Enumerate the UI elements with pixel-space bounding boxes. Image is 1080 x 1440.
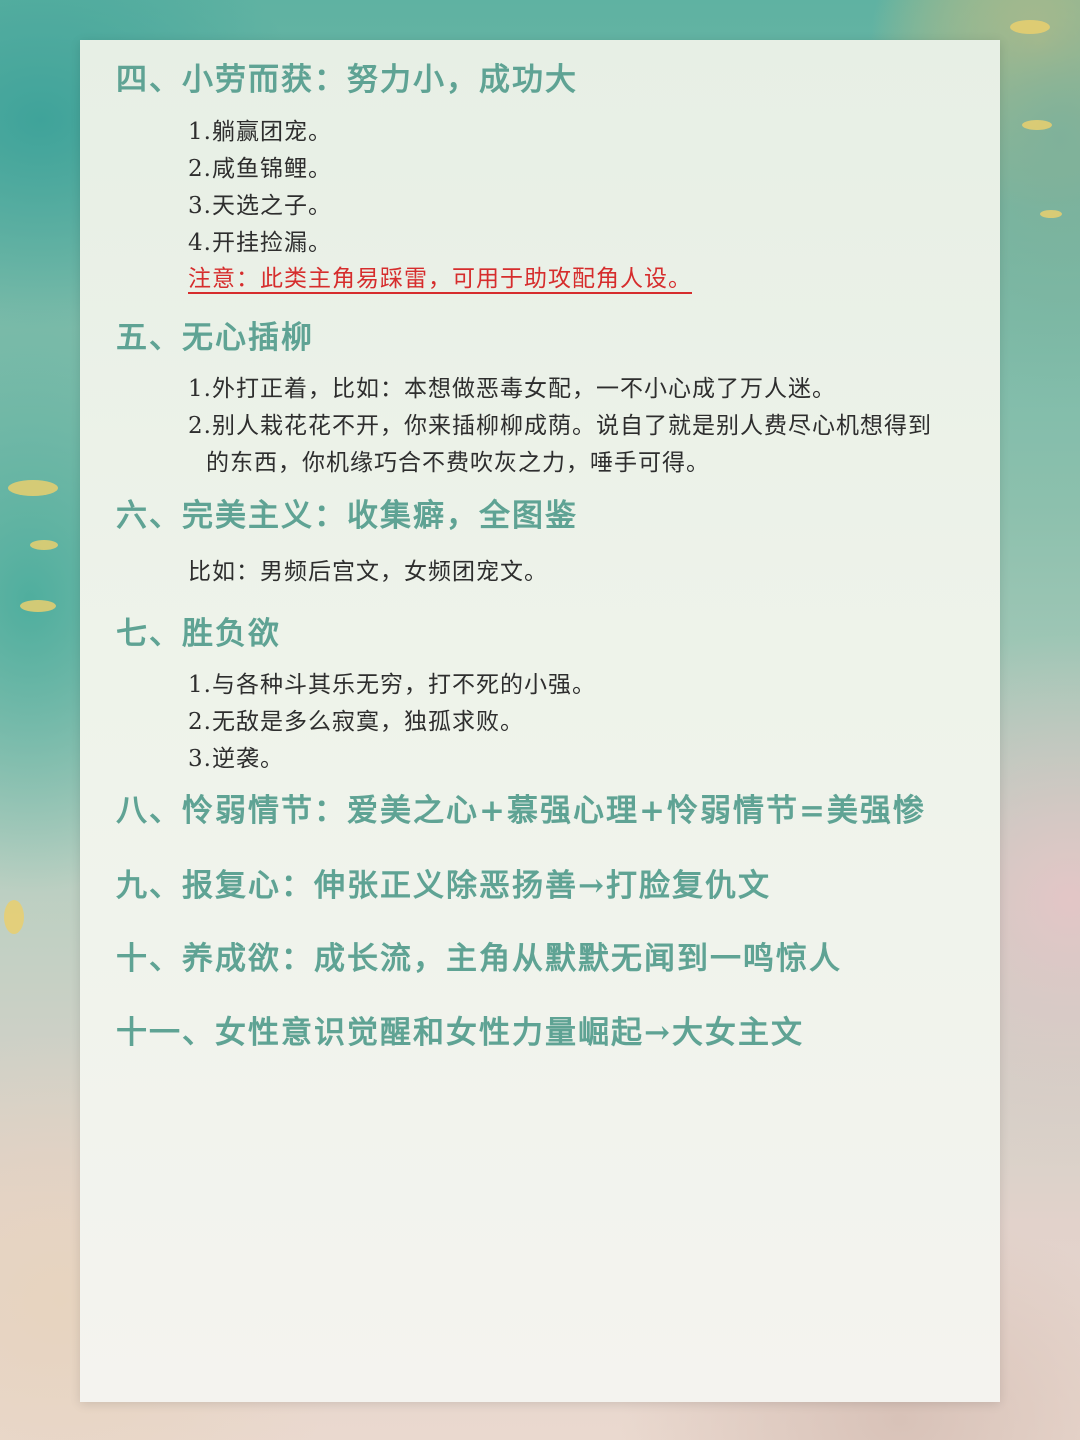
section-5-item-1: 1.外打正着，比如：本想做恶毒女配，一不小心成了万人迷。 — [188, 376, 836, 402]
section-9-heading: 九、报复心：伸张正义除恶扬善→打脸复仇文 — [116, 868, 771, 904]
section-7-heading: 七、胜负欲 — [116, 616, 281, 652]
gold-fleck-decoration — [20, 600, 56, 612]
section-5-item-2: 2.别人栽花花不开，你来插柳柳成荫。说自了就是别人费尽心机想得到 — [188, 413, 932, 439]
section-11-heading: 十一、女性意识觉醒和女性力量崛起→大女主文 — [116, 1015, 804, 1051]
section-4-item-3: 3.天选之子。 — [188, 193, 332, 219]
section-6-heading: 六、完美主义：收集癖，全图鉴 — [116, 498, 578, 534]
paper-sheet: 四、小劳而获：努力小，成功大 1.躺赢团宠。 2.咸鱼锦鲤。 3.天选之子。 4… — [80, 40, 1000, 1402]
section-7-item-3: 3.逆袭。 — [188, 746, 284, 772]
gold-fleck-decoration — [8, 480, 58, 496]
section-4-item-2: 2.咸鱼锦鲤。 — [188, 156, 332, 182]
section-4-note: 注意：此类主角易踩雷，可用于助攻配角人设。 — [188, 266, 692, 292]
gold-fleck-decoration — [1040, 210, 1062, 218]
gold-fleck-decoration — [1010, 20, 1050, 34]
section-5-item-2-continued: 的东西，你机缘巧合不费吹灰之力，唾手可得。 — [206, 450, 710, 476]
section-7-item-1: 1.与各种斗其乐无穷，打不死的小强。 — [188, 672, 596, 698]
gold-fleck-decoration — [30, 540, 58, 550]
gold-fleck-decoration — [4, 900, 24, 934]
section-10-heading: 十、养成欲：成长流，主角从默默无闻到一鸣惊人 — [116, 941, 842, 977]
section-4-heading: 四、小劳而获：努力小，成功大 — [116, 62, 578, 98]
section-6-item-1: 比如：男频后宫文，女频团宠文。 — [188, 559, 548, 585]
section-4-item-4: 4.开挂捡漏。 — [188, 230, 332, 256]
section-7-item-2: 2.无敌是多么寂寞，独孤求败。 — [188, 709, 524, 735]
section-4-item-1: 1.躺赢团宠。 — [188, 119, 332, 145]
section-5-heading: 五、无心插柳 — [116, 320, 314, 356]
section-8-heading: 八、怜弱情节：爱美之心+慕强心理+怜弱情节=美强惨 — [116, 793, 926, 829]
gold-fleck-decoration — [1022, 120, 1052, 130]
